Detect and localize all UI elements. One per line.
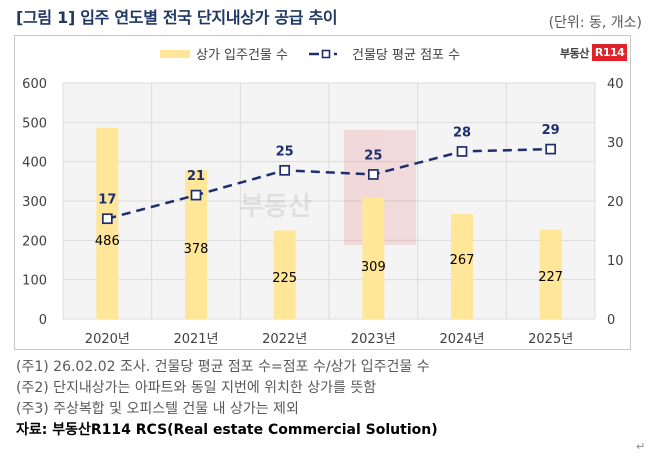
y-right-tick-label: 10 bbox=[607, 254, 624, 269]
line-value-label: 25 bbox=[276, 144, 294, 159]
source-line: 자료: 부동산R114 RCS(Real estate Commercial S… bbox=[16, 422, 438, 438]
y-right-tick-label: 0 bbox=[607, 313, 615, 328]
bar bbox=[362, 197, 385, 319]
unit-label: (단위: 동, 개소) bbox=[548, 15, 642, 31]
x-tick-label: 2024년 bbox=[439, 332, 484, 347]
y-right-tick-label: 20 bbox=[607, 195, 624, 210]
legend: 상가 입주건물 수 건물당 평균 점포 수 bbox=[160, 44, 480, 63]
footnote-2: (주2) 단지내상가는 아파트와 동일 지번에 위치한 상가를 뜻함 bbox=[16, 380, 377, 396]
bar-value-label: 225 bbox=[272, 271, 297, 286]
bar bbox=[539, 229, 562, 319]
line-marker bbox=[190, 189, 202, 201]
legend-line-swatch bbox=[309, 49, 337, 58]
bar-value-label: 227 bbox=[538, 270, 563, 285]
x-tick-label: 2021년 bbox=[173, 332, 218, 347]
figure-title: [그림 1] 입주 연도별 전국 단지내상가 공급 추이 bbox=[16, 8, 338, 27]
logo-badge: R114 bbox=[591, 44, 628, 61]
line-series bbox=[107, 147, 551, 220]
line-value-label: 25 bbox=[364, 148, 382, 163]
y-left-tick-label: 400 bbox=[22, 156, 47, 171]
footnote-3: (주3) 주상복합 및 오피스텔 건물 내 상가는 제외 bbox=[16, 401, 299, 417]
legend-item-line: 건물당 평균 점포 수 bbox=[308, 44, 460, 63]
legend-item-bars: 상가 입주건물 수 bbox=[160, 44, 288, 63]
bar bbox=[273, 230, 296, 319]
y-left-tick-label: 100 bbox=[22, 274, 47, 289]
bar-value-label: 378 bbox=[184, 242, 209, 257]
r114-logo: 부동산 R114 bbox=[560, 44, 628, 61]
y-left-tick-label: 600 bbox=[22, 77, 47, 92]
bar-value-label: 486 bbox=[95, 234, 120, 249]
line-marker bbox=[456, 146, 468, 157]
y-right-tick-label: 30 bbox=[607, 136, 624, 151]
line-marker bbox=[367, 169, 379, 180]
watermark: 부동산 bbox=[240, 130, 416, 245]
line-value-label: 28 bbox=[453, 125, 471, 140]
footnote-1: (주1) 26.02.02 조사. 건물당 평균 점포 수=점포 수/상가 입주… bbox=[16, 359, 430, 375]
y-left-tick-label: 300 bbox=[22, 195, 47, 210]
chart-frame bbox=[14, 35, 631, 350]
line-marker bbox=[545, 143, 557, 155]
y-left-tick-label: 200 bbox=[22, 234, 47, 249]
line-value-label: 29 bbox=[542, 123, 560, 138]
legend-bar-swatch bbox=[160, 49, 190, 58]
bar-value-label: 309 bbox=[361, 260, 386, 275]
x-tick-label: 2022년 bbox=[262, 332, 307, 347]
line-value-label: 21 bbox=[187, 169, 205, 184]
bar bbox=[451, 213, 473, 319]
legend-label-line: 건물당 평균 점포 수 bbox=[352, 48, 461, 63]
line-marker bbox=[101, 213, 113, 225]
legend-label-bars: 상가 입주건물 수 bbox=[196, 48, 288, 63]
bar-value-label: 267 bbox=[450, 253, 475, 268]
x-tick-label: 2025년 bbox=[528, 332, 573, 347]
x-tick-label: 2023년 bbox=[351, 332, 396, 347]
bar bbox=[185, 170, 207, 319]
return-mark: ↵ bbox=[636, 440, 646, 453]
y-left-tick-label: 0 bbox=[39, 313, 47, 328]
line-value-label: 17 bbox=[98, 193, 116, 208]
y-left-tick-label: 500 bbox=[22, 116, 47, 131]
logo-text: 부동산 bbox=[560, 46, 589, 60]
x-tick-label: 2020년 bbox=[85, 332, 130, 347]
svg-text:부동산: 부동산 bbox=[240, 192, 312, 222]
y-right-tick-label: 40 bbox=[607, 77, 624, 92]
footnotes: (주1) 26.02.02 조사. 건물당 평균 점포 수=점포 수/상가 입주… bbox=[16, 357, 438, 441]
line-marker bbox=[279, 164, 291, 176]
